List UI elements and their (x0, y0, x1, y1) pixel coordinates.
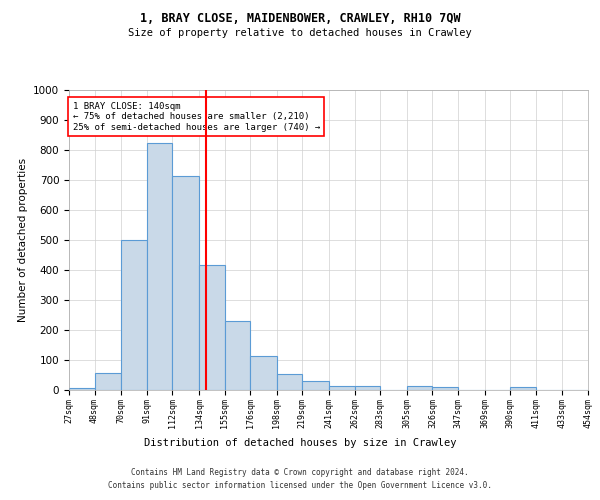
Bar (510, 387, 536, 390)
Bar (172, 176, 199, 390)
Text: Contains HM Land Registry data © Crown copyright and database right 2024.: Contains HM Land Registry data © Crown c… (131, 468, 469, 477)
Bar (199, 264, 224, 390)
Bar (121, 240, 147, 390)
Bar (277, 374, 302, 390)
Bar (69, 388, 95, 390)
Text: 1 BRAY CLOSE: 140sqm
← 75% of detached houses are smaller (2,210)
25% of semi-de: 1 BRAY CLOSE: 140sqm ← 75% of detached h… (73, 102, 320, 132)
Text: Contains public sector information licensed under the Open Government Licence v3: Contains public sector information licen… (108, 482, 492, 490)
Y-axis label: Number of detached properties: Number of detached properties (17, 158, 28, 322)
Bar (224, 321, 250, 390)
Bar (147, 142, 172, 390)
Bar (407, 386, 433, 390)
Bar (302, 381, 329, 390)
Bar (250, 356, 277, 390)
Bar (355, 386, 380, 390)
Bar (95, 373, 121, 390)
Bar (329, 386, 355, 390)
Text: 1, BRAY CLOSE, MAIDENBOWER, CRAWLEY, RH10 7QW: 1, BRAY CLOSE, MAIDENBOWER, CRAWLEY, RH1… (140, 12, 460, 26)
Text: Distribution of detached houses by size in Crawley: Distribution of detached houses by size … (144, 438, 456, 448)
Text: Size of property relative to detached houses in Crawley: Size of property relative to detached ho… (128, 28, 472, 38)
Bar (433, 388, 458, 390)
